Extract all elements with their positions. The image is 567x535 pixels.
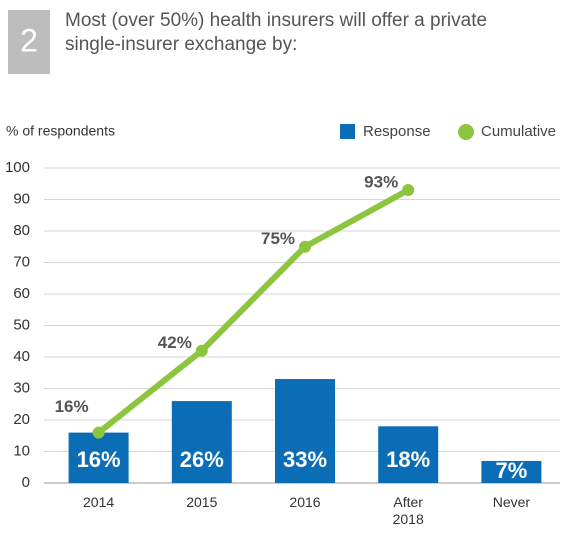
y-tick-label: 10	[13, 442, 30, 459]
y-tick-label: 60	[13, 285, 30, 302]
cumulative-point	[402, 184, 415, 197]
cumulative-line	[96, 187, 410, 435]
bar-value-label: 33%	[283, 447, 327, 472]
cumulative-point	[92, 426, 105, 439]
y-tick-label: 40	[13, 348, 30, 365]
x-tick-line: 2018	[393, 511, 424, 527]
title-line: single-insurer exchange by:	[65, 34, 297, 55]
line-value-label: 93%	[364, 173, 398, 192]
x-tick-label: After 2018	[393, 494, 424, 527]
y-tick-label: 70	[13, 253, 30, 270]
bar-value-label: 7%	[496, 458, 528, 483]
x-tick-label: 2015	[186, 494, 217, 510]
y-tick-label: 90	[13, 190, 30, 207]
x-tick-line: Never	[493, 494, 531, 510]
bar-value-label: 26%	[180, 447, 224, 472]
x-tick-line: 2014	[83, 494, 114, 510]
line-value-label: 42%	[158, 333, 192, 352]
bar	[275, 379, 335, 483]
x-tick-label: 2016	[289, 494, 320, 510]
y-tick-label: 100	[5, 159, 30, 176]
y-tick-label: 0	[22, 474, 30, 491]
legend-label: Cumulative	[481, 123, 556, 140]
y-axis-label: % of respondents	[6, 123, 115, 139]
cumulative-point	[299, 240, 311, 253]
x-tick-label: Never	[493, 494, 531, 510]
y-tick-label: 30	[13, 379, 30, 396]
x-tick-line: After	[393, 494, 423, 510]
line-value-label: 16%	[55, 397, 89, 416]
title-line: Most (over 50%) health insurers will off…	[65, 10, 487, 31]
legend-label: Response	[363, 123, 431, 140]
bar-value-label: 18%	[386, 447, 430, 472]
bar-value-label: 16%	[77, 447, 121, 472]
y-tick-label: 20	[13, 411, 30, 428]
bar	[378, 426, 439, 483]
bar	[171, 401, 232, 483]
line-value-label: 75%	[261, 229, 295, 248]
badge-box	[8, 10, 50, 74]
cumulative-point	[195, 344, 208, 357]
x-tick-line: 2016	[289, 494, 320, 510]
legend-swatch	[340, 124, 355, 139]
legend-swatch	[458, 124, 474, 140]
x-tick-label: 2014	[83, 494, 114, 510]
bar	[68, 432, 129, 483]
bar	[481, 460, 542, 483]
badge: 2	[20, 22, 38, 58]
y-tick-label: 80	[13, 222, 30, 239]
y-tick-label: 50	[13, 316, 30, 333]
x-tick-line: 2015	[186, 494, 217, 510]
